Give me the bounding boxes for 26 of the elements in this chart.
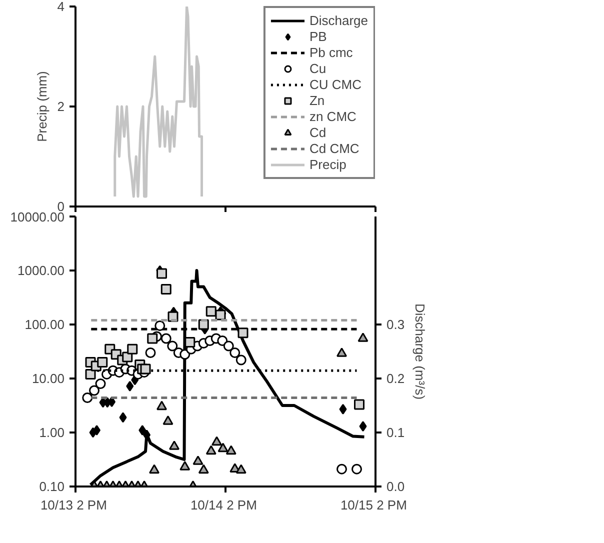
y-axis-title: Precip (mm) [34, 71, 50, 142]
y-tick-label: 1.00 [39, 425, 65, 440]
x-tick-label: 10/15 2 PM [340, 498, 407, 512]
y-tick-label: 2 [57, 99, 65, 114]
y2-tick-label: 0.0 [386, 479, 405, 494]
y2-tick-label: 0.3 [386, 317, 405, 332]
y-tick-label: 4 [57, 0, 65, 14]
y2-tick-label: 0.1 [386, 425, 405, 440]
y-tick-label: 10.00 [32, 371, 65, 386]
legend-label: Cd [309, 125, 328, 140]
legend-label: zn CMC [309, 109, 356, 124]
legend-label: Cu [309, 61, 328, 76]
y-tick-label: 0.10 [39, 479, 65, 494]
y2-axis-title: Discharge (m³/s) [412, 303, 428, 400]
legend-label: CU CMC [309, 77, 362, 92]
x-tick-label: 10/13 2 PM [40, 498, 107, 512]
y-tick-label: 100.00 [24, 317, 65, 332]
legend-label: PB [309, 29, 328, 44]
legend-label: Discharge [309, 13, 368, 28]
legend-label: Pb cmc [309, 45, 353, 60]
legend-label: Precip [309, 157, 346, 172]
legend-label: Cd CMC [309, 141, 360, 156]
legend-label: Zn [309, 93, 326, 108]
y2-tick-label: 0.2 [386, 371, 405, 386]
x-tick-label: 10/14 2 PM [190, 498, 257, 512]
y-tick-label: 1000.00 [18, 263, 65, 278]
